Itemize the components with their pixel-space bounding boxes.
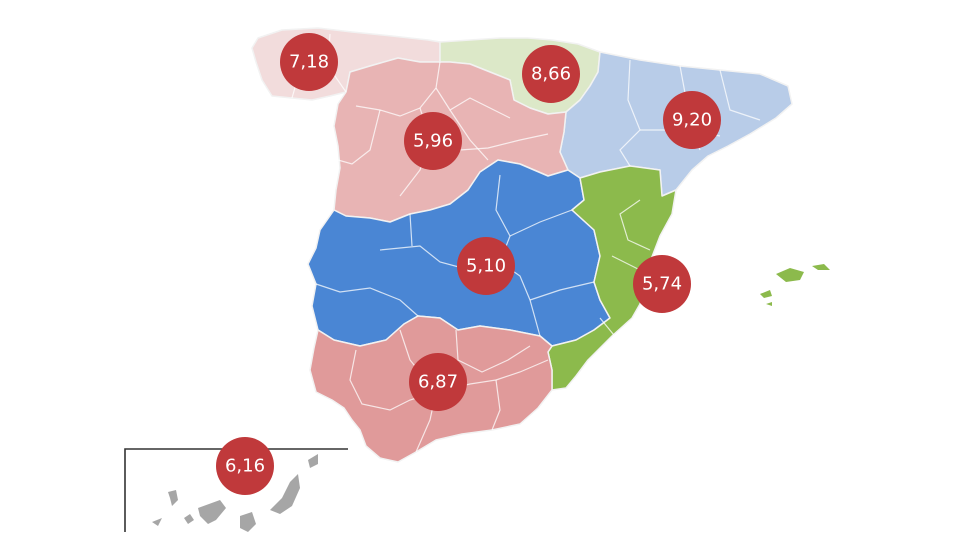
badge-northeast-label: 9,20: [672, 110, 712, 131]
badge-northwest: 7,18: [280, 33, 338, 91]
badge-east-label: 5,74: [642, 274, 682, 295]
badge-north: 8,66: [522, 45, 580, 103]
badge-east: 5,74: [633, 255, 691, 313]
canary-inset-frame: [124, 448, 348, 532]
canary-islands: [152, 454, 318, 532]
badge-center: 5,10: [457, 237, 515, 295]
badge-canary-islands-label: 6,16: [225, 456, 265, 477]
badge-north-central-label: 5,96: [413, 131, 453, 152]
badge-center-label: 5,10: [466, 256, 506, 277]
badge-north-label: 8,66: [531, 64, 571, 85]
badge-north-central: 5,96: [404, 112, 462, 170]
badge-south: 6,87: [409, 353, 467, 411]
badge-northwest-label: 7,18: [289, 52, 329, 73]
balearic-islands: [760, 264, 830, 306]
badge-south-label: 6,87: [418, 372, 458, 393]
badge-canary-islands: 6,16: [216, 437, 274, 495]
badge-northeast: 9,20: [663, 91, 721, 149]
